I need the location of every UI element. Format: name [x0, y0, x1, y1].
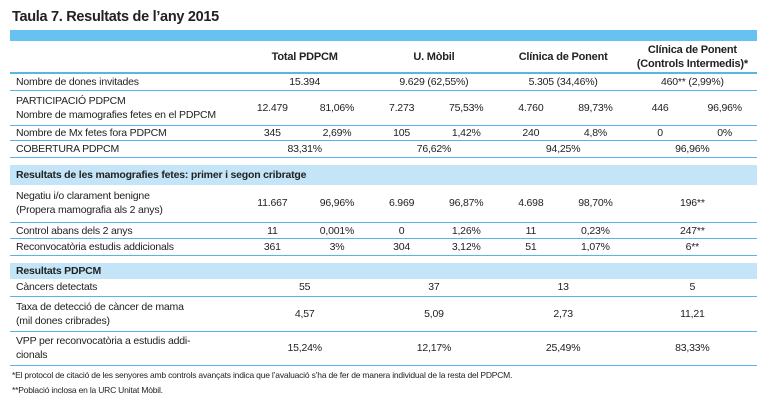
table-row: Nombre de dones invitades 15.394 9.629 (… — [10, 73, 757, 91]
table-row: Negatiu i/o clarament benigne (Propera ma… — [10, 184, 757, 223]
table-row: COBERTURA PDPCM 83,31% 76,62% 94,25% 96,… — [10, 140, 757, 158]
table-title: Taula 7. Resultats de l’any 2015 — [12, 9, 219, 25]
footnote-1: *El protocol de citació de les senyores … — [12, 370, 513, 380]
header-row: Total PDPCM U. Mòbil Clínica de Ponent C… — [10, 41, 757, 74]
header-bar — [10, 30, 757, 41]
col-clinica: Clínica de Ponent — [498, 41, 628, 74]
table-row: Taxa de detecció de càncer de mama (mil d… — [10, 296, 757, 332]
section-header: Resultats PDPCM — [10, 263, 757, 279]
col-clinica-ci: Clínica de Ponent (Controls Intermedis)* — [627, 41, 757, 74]
section-header: Resultats de les mamografies fetes: prim… — [10, 164, 757, 185]
col-umobil: U. Mòbil — [369, 41, 499, 74]
table-row: VPP per reconvocatòria a estudis addi-ci… — [10, 331, 757, 366]
table-row: Control abans dels 2 anys 11 0,001% 0 1,… — [10, 222, 757, 239]
table-row: Càncers detectats 55 37 13 5 — [10, 279, 757, 297]
table-row: Reconvocatòria estudis addicionals 361 3… — [10, 238, 757, 256]
table-row: Nombre de Mx fetes fora PDPCM 345 2,69% … — [10, 125, 757, 141]
col-total: Total PDPCM — [240, 41, 370, 74]
footnote-2: **Població inclosa en la URC Unitat Mòbi… — [12, 385, 163, 395]
results-table: Total PDPCM U. Mòbil Clínica de Ponent C… — [10, 41, 757, 366]
table-row: PARTICIPACIÓ PDPCM Nombre de mamografies … — [10, 90, 757, 126]
